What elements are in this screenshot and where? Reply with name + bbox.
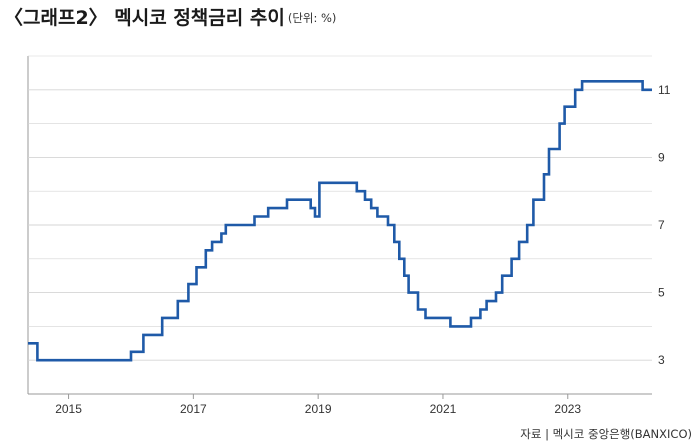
unit-label: (단위: %) bbox=[287, 11, 337, 25]
x-tick-label: 2017 bbox=[180, 402, 207, 416]
x-tick-label: 2023 bbox=[554, 402, 581, 416]
y-tick-label: 3 bbox=[658, 353, 665, 367]
chart-title: 〈그래프2〉 멕시코 정책금리 추이 bbox=[4, 7, 285, 29]
y-tick-label: 11 bbox=[658, 83, 671, 97]
policy-rate-line bbox=[28, 80, 652, 362]
chart-title-row: 〈그래프2〉 멕시코 정책금리 추이 (단위: %) bbox=[4, 3, 336, 30]
y-tick-label: 5 bbox=[658, 286, 665, 300]
source-note: 자료 | 멕시코 중앙은행(BANXICO) bbox=[520, 427, 692, 441]
x-tick-label: 2019 bbox=[305, 402, 332, 416]
x-tick-label: 2021 bbox=[430, 402, 457, 416]
y-tick-label: 9 bbox=[658, 150, 665, 164]
y-tick-label: 7 bbox=[658, 218, 665, 232]
x-tick-label: 2015 bbox=[55, 402, 82, 416]
